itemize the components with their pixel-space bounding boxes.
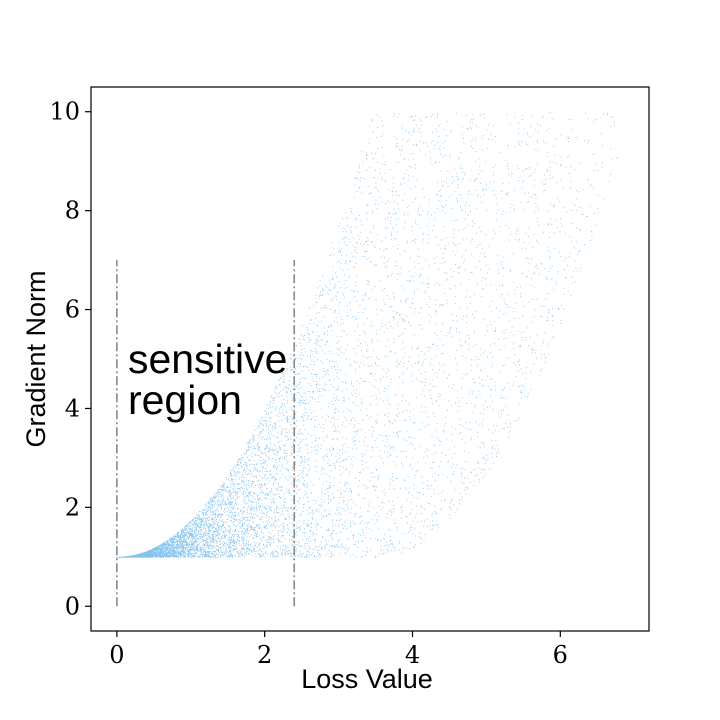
sensitive-region-lines — [116, 260, 296, 607]
y-axis: 0 2 4 6 8 10 — [49, 98, 91, 620]
plot-frame — [90, 86, 650, 632]
y-tick-label: 4 — [65, 394, 80, 422]
y-axis-label: Gradient Norm — [21, 270, 51, 447]
x-tick-label: 2 — [257, 641, 272, 669]
y-tick-label: 0 — [65, 592, 80, 620]
y-tick-label: 6 — [65, 296, 80, 324]
annotation-line-2: region — [128, 377, 242, 423]
y-tick-label: 8 — [65, 197, 80, 225]
plot-background — [91, 87, 649, 631]
sensitive-region-annotation: sensitive region — [128, 336, 299, 423]
x-axis-label: Loss Value — [301, 664, 433, 694]
x-axis: 0 2 4 6 — [109, 631, 568, 669]
y-tick-label: 2 — [65, 493, 80, 521]
annotation-line-1: sensitive — [128, 336, 288, 382]
x-tick-label: 0 — [109, 641, 124, 669]
y-tick-label: 10 — [49, 98, 80, 126]
x-tick-label: 6 — [553, 641, 568, 669]
x-tick-label: 4 — [405, 641, 420, 669]
